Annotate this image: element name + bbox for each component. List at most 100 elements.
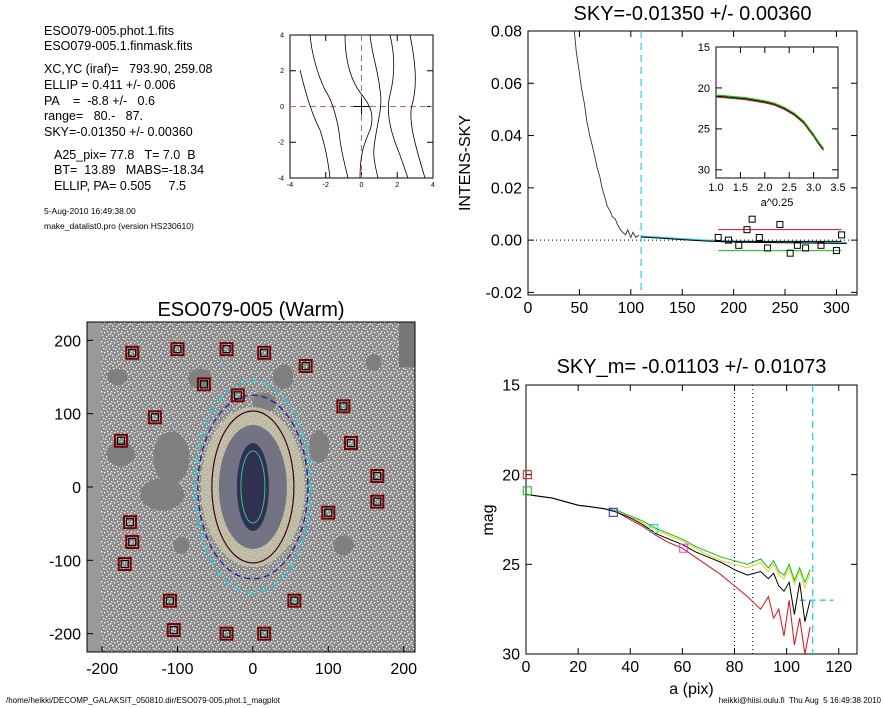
sky-box <box>724 236 732 244</box>
inset-ytick-label: 30 <box>698 165 710 177</box>
image-xtick-label: 100 <box>315 661 342 678</box>
sky-ytick-label: 0.08 <box>491 24 522 41</box>
sky-marker <box>122 515 137 530</box>
sky-marker <box>219 342 234 357</box>
sky-box <box>838 231 846 239</box>
mag-xtick-label: 0 <box>522 659 531 676</box>
image-xtick-label: 200 <box>390 661 417 678</box>
mag-title: SKY_m= -0.01103 +/- 0.01073 <box>557 356 827 378</box>
sky-marker <box>321 505 336 520</box>
inset-frame <box>715 46 839 179</box>
mask-blob <box>365 354 382 371</box>
inset-ytick-label: 25 <box>698 124 710 136</box>
sky-frame <box>527 30 858 296</box>
contour-ytick-label: -4 <box>278 175 284 182</box>
info-a25: A25_pix= 77.8 T= 7.0 B <box>54 148 196 162</box>
sky-xtick-label: 250 <box>772 300 799 317</box>
sky-ytick-label: 0.00 <box>491 233 522 250</box>
image-xtick-label: -200 <box>86 661 118 678</box>
sky-xtick-label: 100 <box>617 300 644 317</box>
sky-marker <box>336 399 351 414</box>
sky-marker <box>196 377 211 392</box>
image-ytick-label: 100 <box>54 407 81 424</box>
inset-xtick-label: 3.0 <box>806 182 821 194</box>
inset-xtick-label: 3.5 <box>830 182 845 194</box>
sky-ytick-label: -0.02 <box>486 285 523 302</box>
inset-ytick-label: 15 <box>698 42 710 54</box>
sky-box <box>793 241 801 249</box>
image-layer <box>87 322 415 652</box>
image-title: ESO079-005 (Warm) <box>157 299 344 321</box>
sky-marker-inner <box>260 348 269 357</box>
sky-marker <box>219 626 234 641</box>
mask-blob <box>140 478 185 511</box>
sky-marker-inner <box>199 380 208 389</box>
info-sky: SKY=-0.01350 +/- 0.00360 <box>44 125 193 139</box>
image-xtick-label: 0 <box>248 661 257 678</box>
mag-ytick-label: 30 <box>502 647 520 664</box>
sky-xtick-label: 150 <box>669 300 696 317</box>
mag-frame <box>525 384 858 655</box>
mag-xtick-label: 120 <box>825 659 852 676</box>
footer-path: /home/heikki/DECOMP_GALAKSIT_050810.dir/… <box>6 696 280 705</box>
sky-marker-inner <box>290 596 299 605</box>
sky-marker <box>257 345 272 360</box>
sky-box <box>832 247 840 255</box>
contour-line <box>388 34 409 179</box>
sky-ytick-label: 0.02 <box>491 180 522 197</box>
info-bt: BT= 13.89 MABS=-18.34 <box>54 163 205 177</box>
sky-marker-inner <box>128 348 137 357</box>
sky-marker <box>287 593 302 608</box>
image-ytick-label: -200 <box>49 627 81 644</box>
contour-xtick-label: -4 <box>287 182 293 189</box>
sky-marker-inner <box>222 629 231 638</box>
mag-xtick-label: 60 <box>673 659 691 676</box>
sky-title: SKY=-0.01350 +/- 0.00360 <box>574 3 812 25</box>
image-ytick-label: 0 <box>72 480 81 497</box>
inset-xtick-label: 2.5 <box>782 182 797 194</box>
galaxy-inner-contour <box>240 450 266 524</box>
mag-series-red <box>525 493 811 655</box>
mag-box-red <box>522 470 532 480</box>
inset-xlabel: a^0.25 <box>761 197 794 209</box>
info-center: XC,YC (iraf)= 793.90, 259.08 <box>44 62 213 76</box>
inset-xtick-label: 1.0 <box>708 182 723 194</box>
mag-xtick-label: 80 <box>726 659 744 676</box>
sky-box <box>714 233 722 241</box>
sky-marker-inner <box>324 508 333 517</box>
sky-box <box>748 215 756 223</box>
info-range: range= 80.- 87. <box>44 109 144 123</box>
sky-marker-inner <box>260 629 269 638</box>
sky-ytick-label: 0.04 <box>491 128 522 145</box>
contour-line <box>369 34 382 179</box>
info-pa: PA = -8.8 +/- 0.6 <box>44 94 155 108</box>
image-corner <box>399 322 415 367</box>
sky-box <box>743 226 751 234</box>
inset-xtick-label: 1.5 <box>733 182 748 194</box>
footer-user: heikki@hiisi.oulu.fi Thu Aug 5 16:49:38 … <box>718 696 881 705</box>
mag-xtick-label: 40 <box>621 659 639 676</box>
sky-tail-black <box>641 236 847 244</box>
sky-ylabel: INTENS-SKY <box>457 115 474 211</box>
inset-curve-black <box>715 95 824 150</box>
info-file2: ESO079-005.1.finmask.fits <box>44 39 193 53</box>
contour-xtick-label: 4 <box>431 182 435 189</box>
mag-box-magenta <box>679 543 689 553</box>
sky-box <box>817 241 825 249</box>
sky-marker <box>230 388 245 403</box>
image-xtick-label: -100 <box>161 661 193 678</box>
sky-box <box>776 220 784 228</box>
contour-xtick-label: 0 <box>360 182 364 189</box>
inset-xtick-label: 2.0 <box>757 182 772 194</box>
sky-marker-inner <box>373 471 382 481</box>
info-ellip-pa: ELLIP, PA= 0.505 7.5 <box>54 179 186 193</box>
sky-marker <box>113 433 128 448</box>
galaxy-ellipse-cyan <box>194 380 312 594</box>
sky-xtick-label: 300 <box>823 300 850 317</box>
info-program: make_datalist0.pro (version HS230610) <box>44 221 194 231</box>
sky-marker-inner <box>150 413 159 422</box>
sky-box <box>755 233 763 241</box>
sky-marker-inner <box>125 518 135 527</box>
info-ellip: ELLIP = 0.411 +/- 0.006 <box>44 78 176 92</box>
